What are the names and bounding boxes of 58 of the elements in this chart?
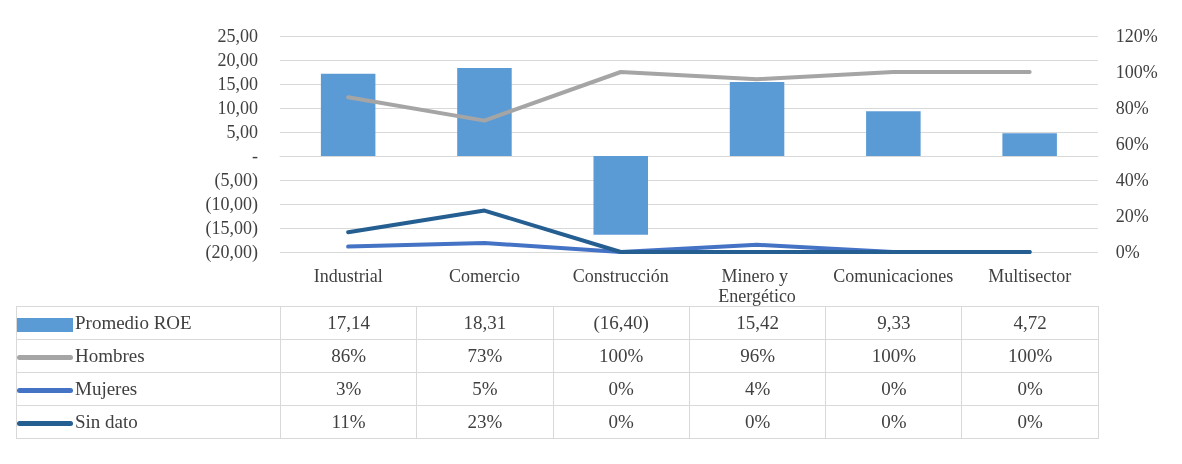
legend-label: Hombres xyxy=(75,345,145,366)
data-label: 0% xyxy=(553,405,690,439)
data-label: 3% xyxy=(280,372,417,406)
data-label: 23% xyxy=(416,405,554,439)
data-label: 4% xyxy=(689,372,826,406)
line-series xyxy=(346,70,1032,123)
y-tick-label: 25,00 xyxy=(217,26,258,46)
x-tick-label: Comunicaciones xyxy=(833,266,954,286)
bar xyxy=(866,111,921,156)
data-label: 0% xyxy=(689,405,826,439)
y2-tick-label: 120% xyxy=(1115,26,1158,46)
data-label: 15,42 xyxy=(689,306,826,340)
data-label: 17,14 xyxy=(280,306,417,340)
y-tick-label: 5,00 xyxy=(226,122,258,142)
data-label: 11% xyxy=(280,405,417,439)
data-label: 0% xyxy=(961,405,1099,439)
bar xyxy=(729,81,785,156)
y2-tick-label: 80% xyxy=(1115,98,1149,118)
y2-tick-label: 60% xyxy=(1115,134,1149,154)
y-tick-label: (15,00) xyxy=(205,218,258,239)
data-label: 0% xyxy=(825,405,962,439)
y-tick-label: 20,00 xyxy=(217,50,258,70)
data-label: 4,72 xyxy=(961,306,1099,340)
bar xyxy=(593,156,649,235)
y2-tick-label: 20% xyxy=(1115,206,1149,226)
data-label: 0% xyxy=(961,372,1099,406)
data-label: (16,40) xyxy=(553,306,690,340)
y-tick-label: (5,00) xyxy=(214,170,258,191)
x-tick-label: Multisector xyxy=(988,266,1072,286)
data-label: 100% xyxy=(553,339,690,373)
data-label: 100% xyxy=(961,339,1099,373)
y-tick-label: (20,00) xyxy=(205,242,258,263)
y-tick-label: (10,00) xyxy=(205,194,258,215)
data-label: 96% xyxy=(689,339,826,373)
legend-label: Promedio ROE xyxy=(75,312,192,333)
legend-label: Mujeres xyxy=(75,378,138,399)
data-label: 100% xyxy=(825,339,962,373)
x-tick-label: Industrial xyxy=(313,266,383,286)
x-tick-label: Minero y Energético xyxy=(718,266,796,306)
y-tick-label: 10,00 xyxy=(217,98,258,118)
y2-tick-label: 40% xyxy=(1115,170,1149,190)
bar xyxy=(1002,133,1057,156)
bar xyxy=(320,73,376,156)
y-tick-label: - xyxy=(252,146,258,166)
data-label: 18,31 xyxy=(416,306,554,340)
data-label: 73% xyxy=(416,339,554,373)
data-label: 9,33 xyxy=(825,306,962,340)
data-label: 86% xyxy=(280,339,417,373)
y2-tick-label: 100% xyxy=(1115,62,1158,82)
y2-tick-label: 0% xyxy=(1115,242,1140,262)
legend-label: Sin dato xyxy=(75,411,138,432)
data-label: 0% xyxy=(825,372,962,406)
data-label: 0% xyxy=(553,372,690,406)
bar xyxy=(457,68,512,156)
x-tick-label: Comercio xyxy=(448,266,520,286)
x-tick-label: Construcción xyxy=(572,266,669,286)
y-tick-label: 15,00 xyxy=(217,74,258,94)
data-label: 5% xyxy=(416,372,554,406)
